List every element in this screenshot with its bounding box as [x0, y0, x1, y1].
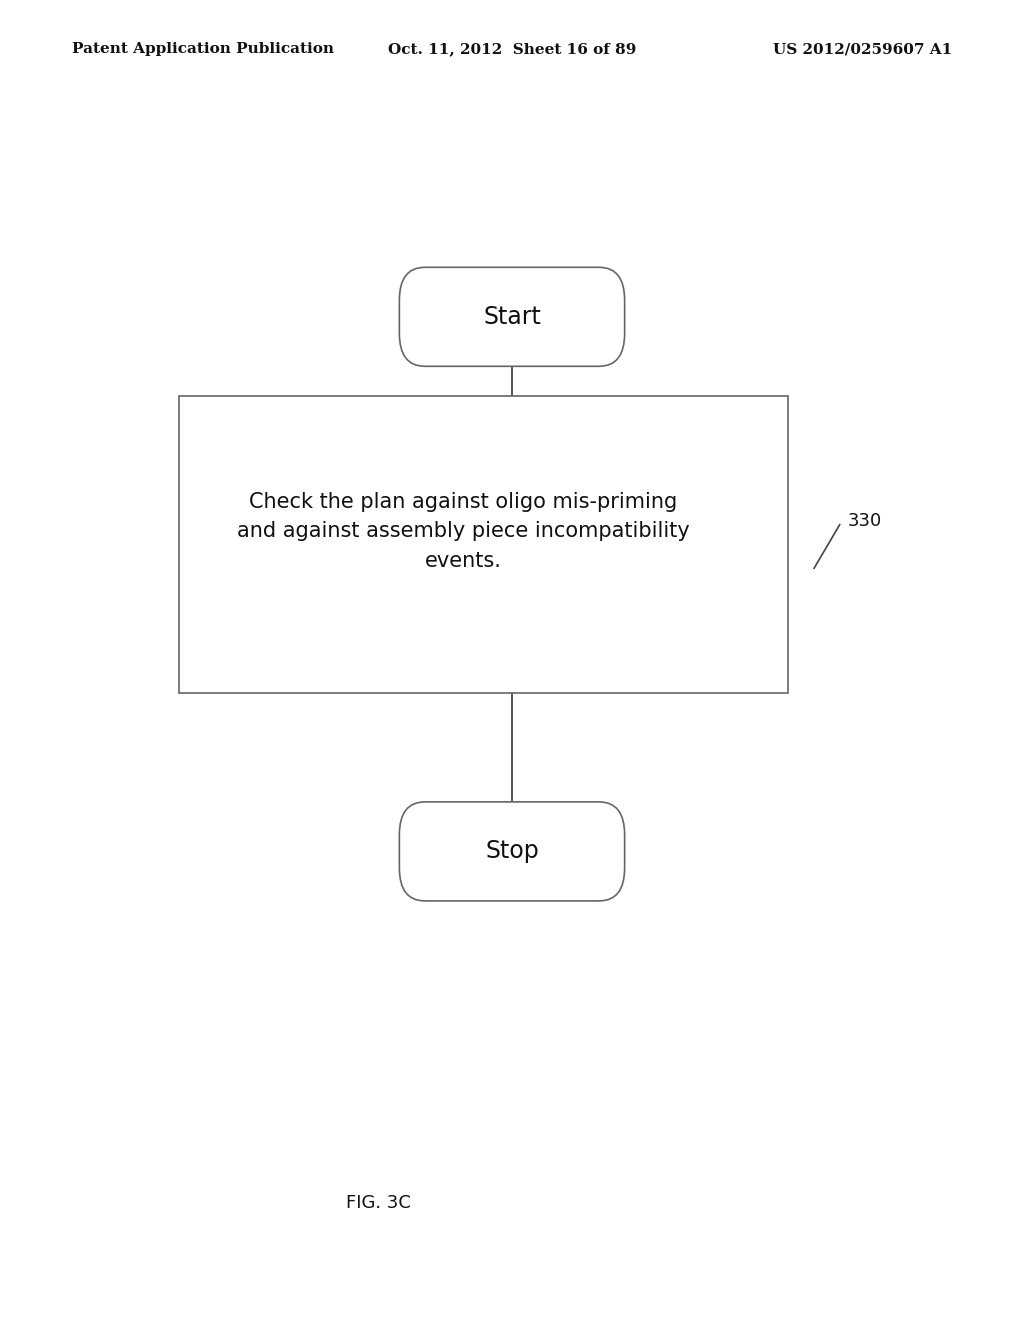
- Text: 330: 330: [848, 512, 882, 529]
- Text: Start: Start: [483, 305, 541, 329]
- FancyBboxPatch shape: [399, 267, 625, 366]
- Text: Check the plan against oligo mis-priming
and against assembly piece incompatibil: Check the plan against oligo mis-priming…: [237, 491, 690, 570]
- Text: Oct. 11, 2012  Sheet 16 of 89: Oct. 11, 2012 Sheet 16 of 89: [388, 42, 636, 57]
- FancyBboxPatch shape: [399, 803, 625, 902]
- Bar: [179, 396, 788, 693]
- Text: US 2012/0259607 A1: US 2012/0259607 A1: [773, 42, 952, 57]
- Text: Stop: Stop: [485, 840, 539, 863]
- Text: FIG. 3C: FIG. 3C: [346, 1193, 412, 1212]
- Text: Patent Application Publication: Patent Application Publication: [72, 42, 334, 57]
